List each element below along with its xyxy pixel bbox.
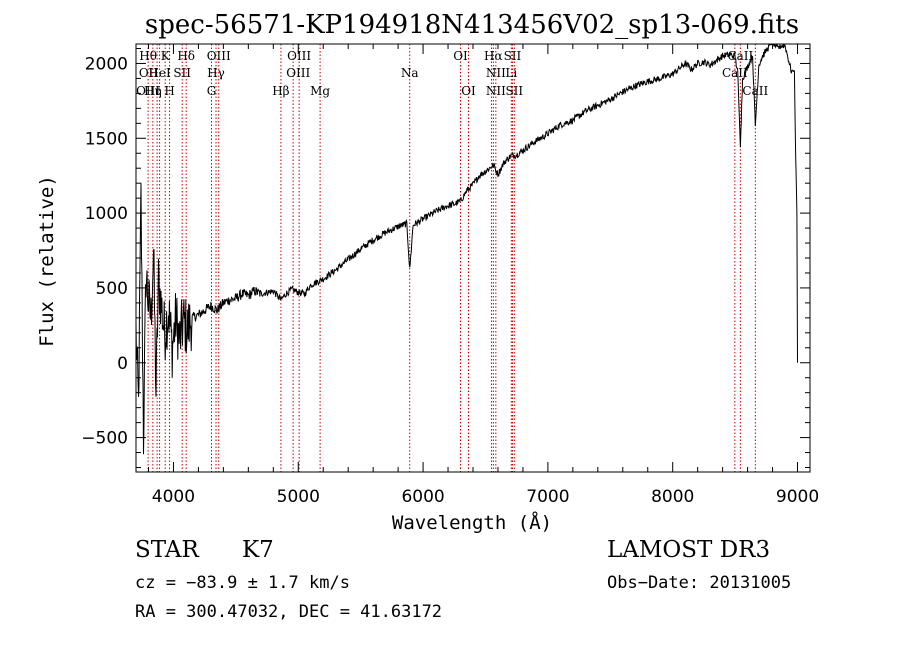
line-label: OIII xyxy=(136,84,160,98)
x-axis-ticks: 4000 5000 6000 7000 8000 9000 xyxy=(147,44,819,507)
x-tick-label: 7000 xyxy=(526,487,569,507)
object-subclass: K7 xyxy=(242,537,274,563)
line-label: SII xyxy=(504,49,522,63)
redshift-velocity: cz = −83.9 ± 1.7 km/s xyxy=(135,573,350,593)
object-class: STAR xyxy=(135,537,199,563)
observation-date: Obs−Date: 20131005 xyxy=(607,573,792,593)
x-axis-label: Wavelength (Å) xyxy=(392,511,552,534)
y-tick-label: 500 xyxy=(96,279,128,299)
y-tick-label: 2000 xyxy=(85,54,128,74)
line-label: OIII xyxy=(207,49,231,63)
line-label: CaII xyxy=(727,49,753,63)
x-tick-label: 6000 xyxy=(401,487,444,507)
spectral-line-markers xyxy=(147,44,756,472)
line-label: G xyxy=(207,84,217,98)
line-label: NII xyxy=(486,66,506,80)
line-label: OI xyxy=(453,49,468,63)
y-axis-ticks: −500 0 500 1000 1500 2000 xyxy=(81,47,810,469)
line-label: SII xyxy=(505,84,523,98)
line-label: Mg xyxy=(310,84,330,98)
line-label: CaII xyxy=(722,66,748,80)
line-label: Hθ xyxy=(139,49,157,63)
line-label: HeI xyxy=(148,66,171,80)
line-label: NII xyxy=(486,84,506,98)
survey-name: LAMOST DR3 xyxy=(607,537,771,563)
x-tick-label: 9000 xyxy=(776,487,819,507)
line-label: SII xyxy=(173,66,191,80)
line-label: Hβ xyxy=(272,84,289,98)
x-tick-label: 4000 xyxy=(152,487,195,507)
line-label: Hγ xyxy=(207,66,225,80)
y-tick-label: −500 xyxy=(81,429,128,449)
x-tick-label: 8000 xyxy=(651,487,694,507)
line-label: Na xyxy=(401,66,419,80)
line-label: Hδ xyxy=(177,49,195,63)
line-label: OIII xyxy=(286,66,310,80)
chart-title: spec-56571-KP194918N413456V02_sp13-069.f… xyxy=(145,10,799,40)
line-label: H xyxy=(164,84,174,98)
x-tick-label: 5000 xyxy=(277,487,320,507)
line-label: Li xyxy=(505,66,517,80)
plot-frame xyxy=(135,43,811,473)
line-label: K xyxy=(161,49,171,63)
spectrum-line xyxy=(135,43,798,455)
line-label: Hα xyxy=(484,49,503,63)
y-tick-label: 0 xyxy=(117,354,128,374)
y-axis-label: Flux (relative) xyxy=(36,175,58,347)
line-label: Hη xyxy=(144,84,162,98)
y-tick-label: 1500 xyxy=(85,129,128,149)
coordinates: RA = 300.47032, DEC = 41.63172 xyxy=(135,602,443,622)
line-label: CaII xyxy=(742,84,768,98)
line-label: OII xyxy=(139,66,159,80)
y-tick-label: 1000 xyxy=(85,204,128,224)
line-label: OIII xyxy=(287,49,311,63)
line-label: OI xyxy=(461,84,476,98)
